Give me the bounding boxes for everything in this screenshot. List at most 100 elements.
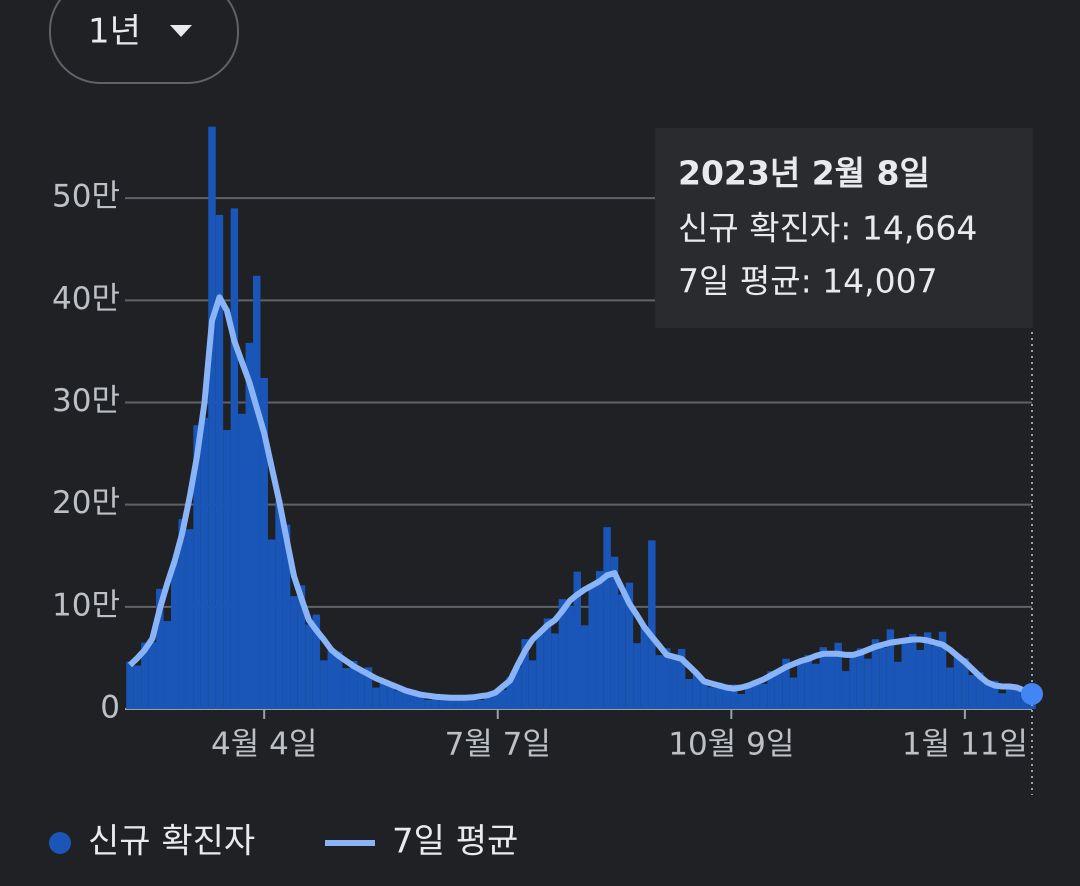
bar	[856, 648, 865, 709]
x-tick-label: 4월 4일	[211, 727, 317, 763]
bar	[752, 680, 760, 709]
bar	[536, 632, 544, 709]
bar	[208, 126, 216, 709]
bar	[804, 654, 813, 709]
bar	[402, 688, 410, 709]
y-tick-label: 40만	[52, 281, 120, 317]
bar	[841, 671, 850, 709]
bar	[260, 377, 268, 709]
bar	[871, 639, 880, 709]
bar	[424, 699, 432, 709]
bar	[677, 648, 686, 709]
bar	[864, 658, 872, 709]
y-tick-label: 30만	[52, 383, 120, 419]
bar	[849, 654, 857, 709]
bar	[372, 687, 380, 709]
hover-point	[1021, 683, 1043, 706]
bar	[141, 642, 149, 709]
x-tick-label: 1월 11일	[902, 727, 1028, 763]
bar	[812, 663, 820, 709]
bar	[1005, 686, 1014, 709]
bar	[827, 656, 835, 709]
bar	[759, 683, 768, 709]
bar	[305, 624, 313, 709]
bar	[461, 698, 470, 709]
bar	[178, 519, 186, 709]
bar	[282, 524, 291, 709]
bar	[133, 665, 142, 709]
bar	[171, 560, 179, 709]
bar	[491, 691, 499, 709]
legend-label: 7일 평균	[392, 822, 518, 862]
bar	[774, 673, 783, 709]
bar	[275, 500, 283, 709]
bar	[513, 667, 522, 709]
bar	[223, 430, 231, 709]
bar	[707, 687, 716, 709]
bar	[618, 594, 626, 709]
bar	[327, 649, 335, 709]
bar	[193, 425, 201, 709]
bar	[439, 696, 447, 709]
bar	[730, 684, 738, 709]
bar	[551, 633, 559, 709]
bar	[700, 679, 708, 709]
tooltip-box	[655, 128, 1033, 328]
bar	[431, 696, 440, 709]
bar	[245, 342, 253, 709]
bar	[320, 660, 328, 709]
bar	[521, 639, 529, 709]
bar	[290, 596, 298, 709]
legend-label: 신규 확진자	[88, 822, 255, 862]
bar	[886, 629, 895, 709]
bar	[968, 675, 977, 709]
bar	[156, 588, 164, 709]
bar	[126, 661, 134, 709]
bar	[998, 693, 1006, 709]
bar	[484, 695, 492, 709]
range-button[interactable]	[49, 0, 239, 84]
x-tick-label: 10월 9일	[668, 727, 794, 763]
bar	[879, 647, 887, 709]
bar	[588, 585, 596, 709]
bar	[633, 643, 641, 709]
plot: 0 10만 20만 30만 40만 50만 4월 4일 7월 7일 10월 9일 1월 11일	[52, 126, 1036, 763]
bar	[603, 527, 611, 709]
bar	[297, 585, 306, 709]
bar	[379, 681, 388, 709]
bar	[834, 642, 842, 709]
bar	[737, 693, 745, 709]
legend: 신규 확진자 7일 평균	[49, 822, 518, 862]
bar	[789, 677, 798, 709]
bar	[357, 672, 365, 709]
bar	[961, 658, 969, 709]
bar	[476, 700, 485, 709]
bar	[819, 647, 827, 709]
dropdown-arrow[interactable]	[170, 25, 192, 37]
bar	[566, 606, 574, 709]
bar	[335, 651, 343, 709]
bar	[953, 655, 962, 709]
bar	[610, 556, 619, 709]
bar	[267, 539, 276, 709]
bar	[655, 655, 663, 709]
bar	[543, 618, 552, 709]
bar	[931, 645, 939, 709]
range-label[interactable]: 1년	[88, 12, 141, 52]
bar	[387, 682, 395, 709]
bar	[238, 413, 246, 709]
bar	[499, 689, 507, 709]
bar	[312, 614, 321, 709]
tooltip-line: 신규 확진자: 14,664	[678, 209, 977, 248]
bar	[916, 649, 924, 709]
bar	[230, 208, 239, 709]
bar	[648, 540, 656, 709]
average-line	[127, 294, 1034, 701]
y-tick-label: 0	[100, 690, 120, 726]
bar	[1013, 685, 1021, 709]
bar	[983, 683, 991, 709]
bar	[200, 417, 209, 709]
bar	[573, 571, 581, 709]
bar	[528, 660, 537, 709]
